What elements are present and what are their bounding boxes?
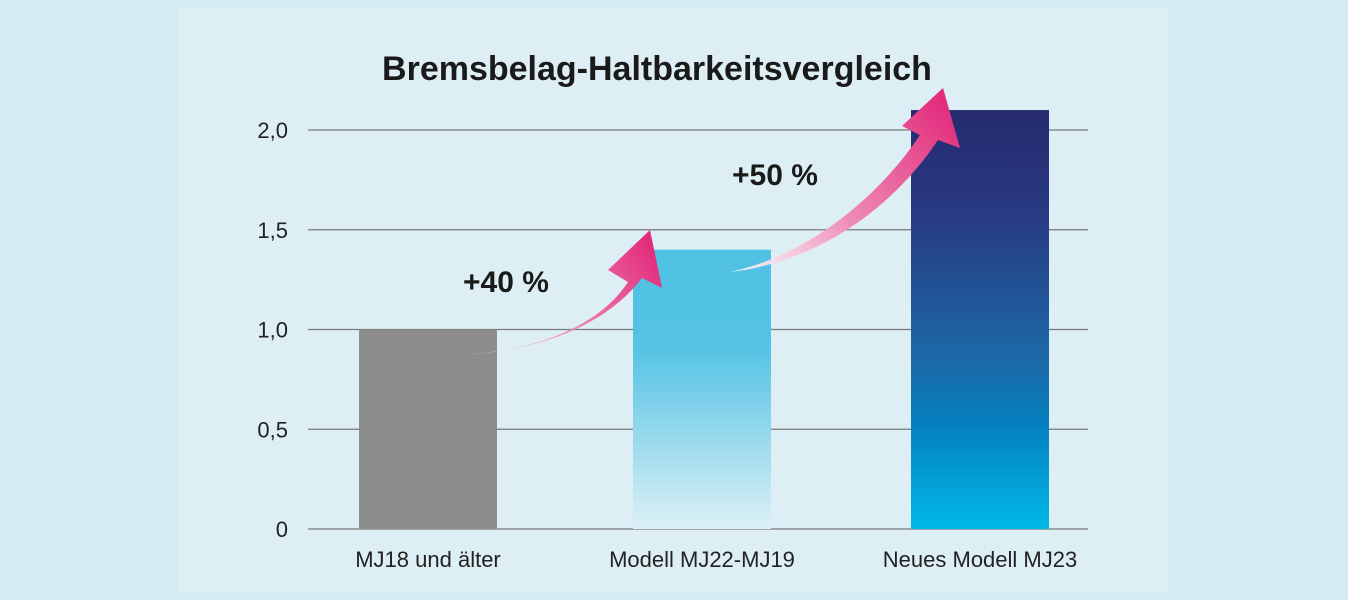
arrow-40-percent xyxy=(462,230,662,355)
y-axis-ticks: 0 0,5 1,0 1,5 2,0 xyxy=(257,118,288,542)
x-category-label: Modell MJ22-MJ19 xyxy=(609,547,795,572)
x-category-label: MJ18 und älter xyxy=(355,547,501,572)
annotation-50-percent: +50 % xyxy=(732,159,818,192)
y-tick-label: 0,5 xyxy=(257,417,288,442)
bar-1 xyxy=(359,329,497,529)
bar-3 xyxy=(911,110,1049,530)
x-category-label: Neues Modell MJ23 xyxy=(883,547,1077,572)
y-tick-label: 2,0 xyxy=(257,118,288,143)
x-axis-labels: MJ18 und älter Modell MJ22-MJ19 Neues Mode… xyxy=(355,547,1077,572)
annotation-40-percent: +40 % xyxy=(463,266,549,299)
y-tick-label: 1,5 xyxy=(257,218,288,243)
bars xyxy=(359,110,1049,530)
chart-title: Bremsbelag-Haltbarkeitsvergleich xyxy=(382,50,932,88)
arrow-50-percent xyxy=(730,88,960,272)
y-tick-label: 1,0 xyxy=(257,318,288,343)
y-tick-label: 0 xyxy=(276,517,288,542)
bar-2 xyxy=(633,249,771,529)
